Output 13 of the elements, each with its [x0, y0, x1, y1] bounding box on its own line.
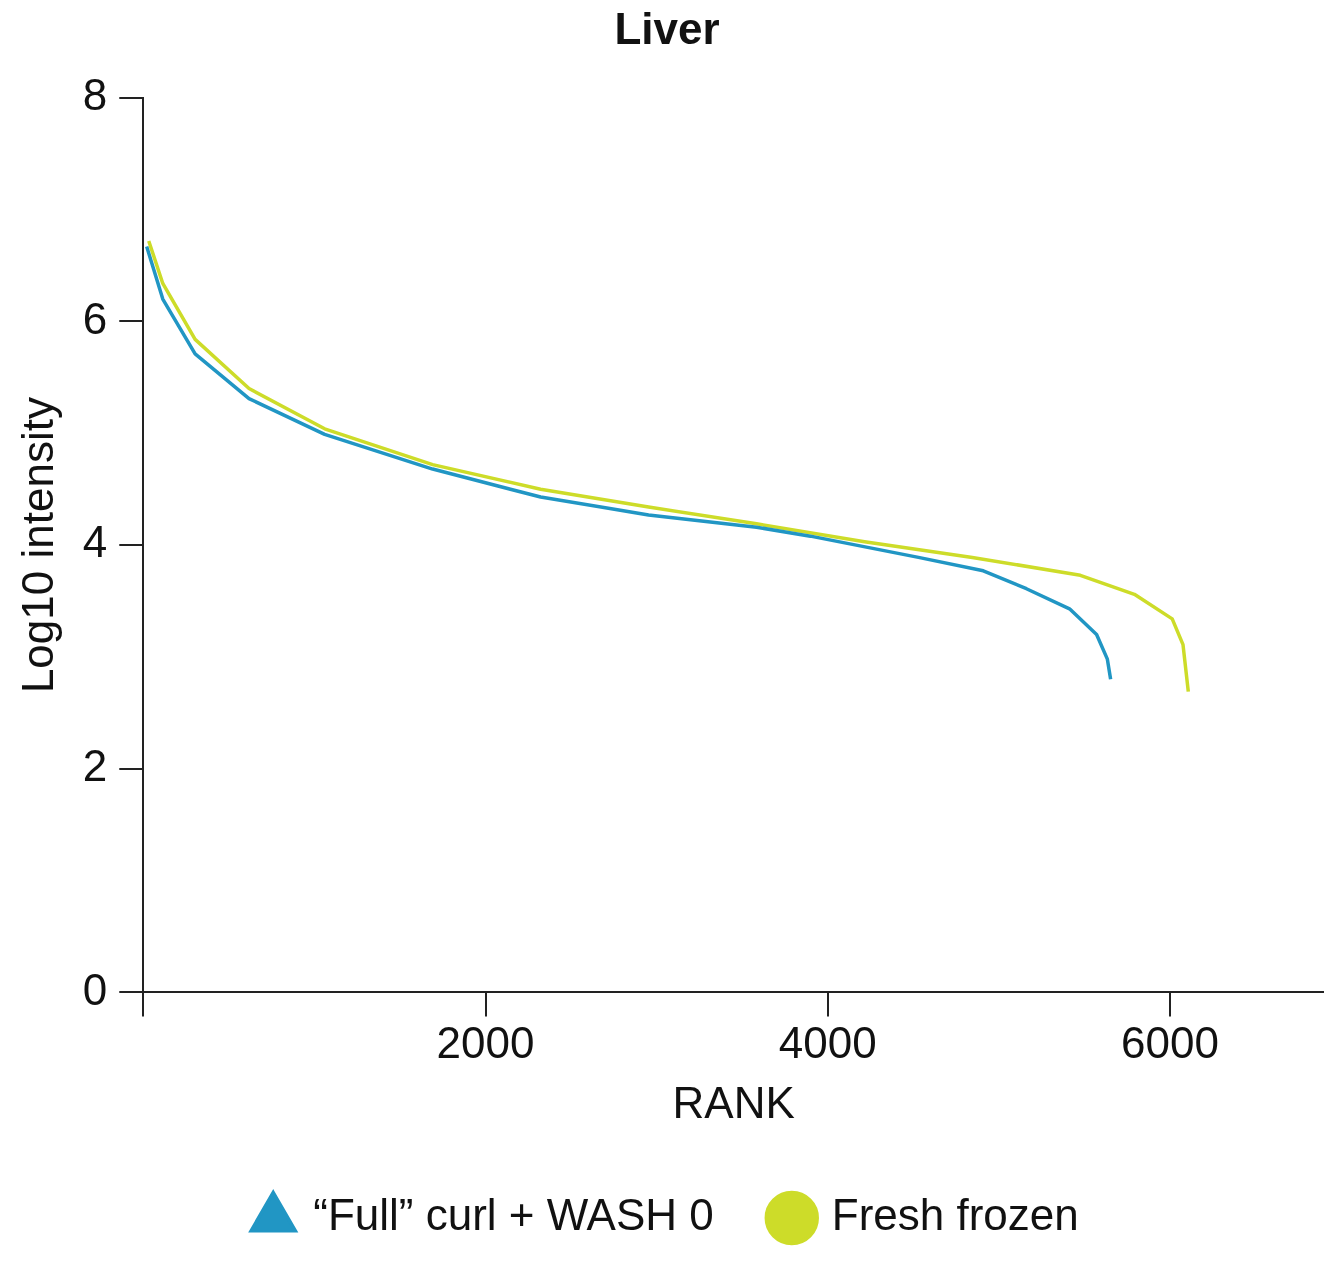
y-tick-label: 0: [82, 964, 108, 1014]
y-tick-label: 8: [82, 69, 108, 119]
x-tick-label: 6000: [1121, 1017, 1219, 1067]
y-tick-label: 2: [82, 740, 108, 790]
x-tick-label: 4000: [778, 1017, 877, 1067]
legend-label: “Full” curl + WASH 0: [313, 1190, 714, 1240]
x-axis-title: RANK: [672, 1077, 795, 1127]
y-tick-label: 6: [82, 293, 108, 343]
y-tick-label: 4: [82, 517, 108, 567]
chart-title: Liver: [614, 3, 720, 53]
y-axis-title: Log10 intensity: [12, 397, 62, 694]
legend-label: Fresh frozen: [831, 1190, 1079, 1240]
x-tick-label: 2000: [436, 1017, 535, 1067]
